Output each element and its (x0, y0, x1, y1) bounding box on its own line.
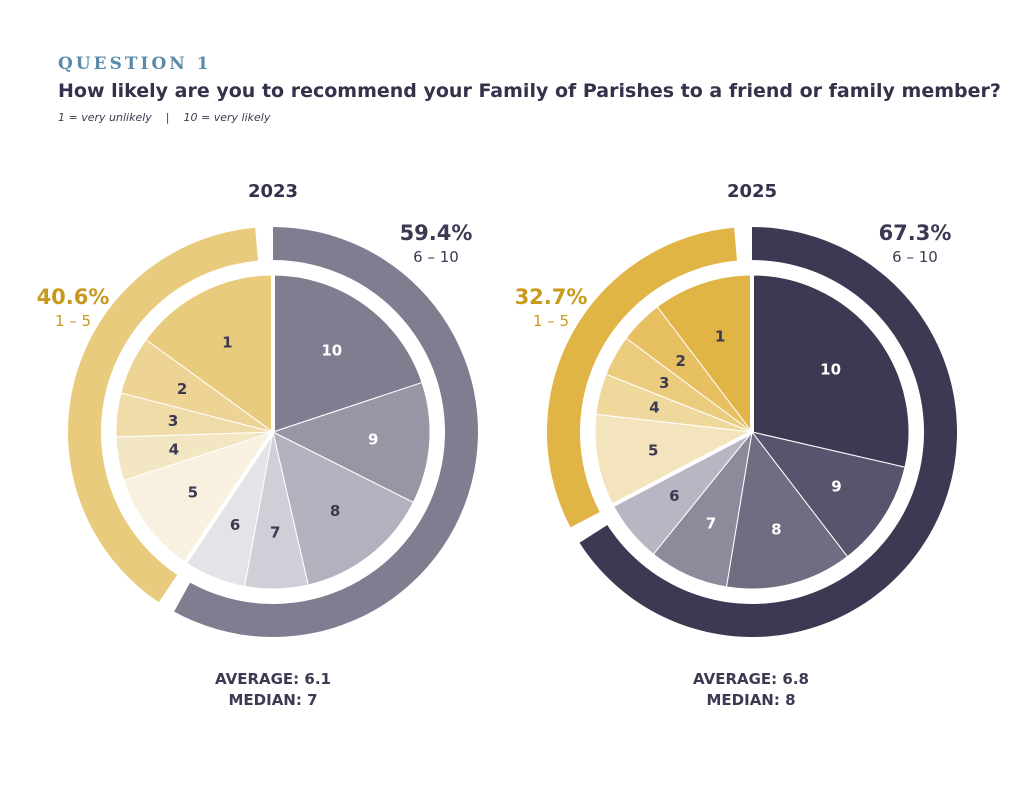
chart-title: 2025 (727, 181, 777, 202)
slice-label-7: 7 (270, 523, 280, 541)
group-value-1-5: 32.7% (515, 285, 588, 309)
median-2025: MEDIAN: 8 (706, 691, 796, 709)
slice-label-6: 6 (230, 516, 240, 534)
slice-label-10: 10 (820, 360, 841, 378)
scale-note: 1 = very unlikely | 10 = very likely (58, 111, 270, 124)
slice-label-3: 3 (168, 412, 178, 430)
slice-label-5: 5 (648, 442, 658, 460)
median-2023: MEDIAN: 7 (228, 691, 318, 709)
group-ring-6-10 (174, 227, 479, 638)
slice-9 (271, 381, 431, 504)
scale-separator: | (165, 111, 170, 124)
slice-label-9: 9 (368, 430, 378, 448)
slice-10 (751, 274, 910, 468)
chart-title: 2023 (248, 181, 298, 202)
slice-label-2: 2 (676, 352, 686, 370)
group-value-6-10: 67.3% (879, 221, 952, 245)
slice-label-6: 6 (669, 487, 679, 505)
slice-10 (272, 274, 423, 433)
slice-1 (145, 274, 274, 433)
slice-5 (123, 431, 275, 564)
slice-label-2: 2 (177, 380, 187, 398)
slice-label-9: 9 (831, 477, 841, 495)
slice-label-3: 3 (659, 374, 669, 392)
slice-9 (750, 431, 906, 558)
group-ring-1-5 (547, 227, 738, 528)
chart-2023: 2023 10 9 8 7 6 5 4 3 2 1 59.4% 6 – 10 40.6% 1 – 5 (37, 181, 479, 638)
average-2023: AVERAGE: 6.1 (215, 670, 331, 688)
slice-1 (656, 274, 753, 434)
slice-8 (725, 430, 849, 590)
slice-label-1: 1 (715, 328, 725, 346)
group-divider (182, 430, 275, 566)
slice-label-4: 4 (649, 399, 659, 417)
slice-label-8: 8 (330, 502, 340, 520)
slice-label-8: 8 (771, 520, 781, 538)
slice-label-4: 4 (169, 440, 179, 458)
group-ring-1-5 (68, 227, 259, 603)
group-value-1-5: 40.6% (37, 285, 110, 309)
group-label-1-5: 1 – 5 (55, 312, 91, 330)
group-label-6-10: 6 – 10 (413, 248, 459, 266)
scale-high-label: 10 = very likely (183, 111, 271, 124)
slice-label-10: 10 (321, 342, 342, 360)
average-2025: AVERAGE: 6.8 (693, 670, 809, 688)
question-number: QUESTION 1 (58, 54, 212, 74)
chart-2025: 2025 10 9 8 7 6 5 432 1 67.3% 6 – 10 32.7% 1 – 5 (515, 181, 957, 637)
scale-low-label: 1 = very unlikely (58, 111, 152, 124)
slice-label-5: 5 (188, 484, 198, 502)
group-divider (610, 430, 753, 508)
slice-label-1: 1 (222, 333, 232, 351)
slice-label-7: 7 (706, 515, 716, 533)
group-value-6-10: 59.4% (400, 221, 473, 245)
slice-8 (272, 431, 415, 586)
group-label-1-5: 1 – 5 (533, 312, 569, 330)
question-text: How likely are you to recommend your Fam… (58, 80, 1001, 102)
group-label-6-10: 6 – 10 (892, 248, 938, 266)
